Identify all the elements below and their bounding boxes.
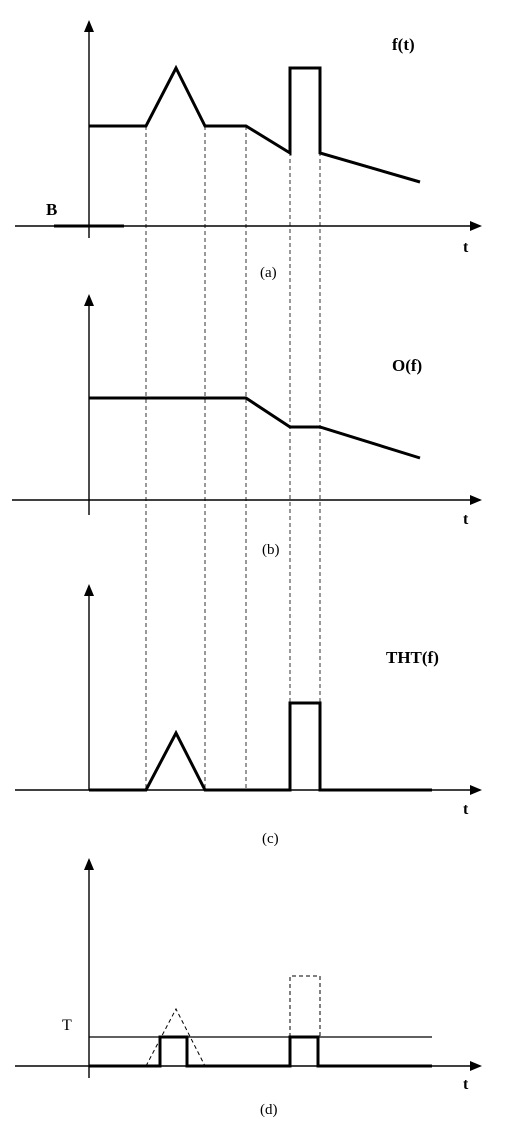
panel-c-signal-curve bbox=[89, 701, 432, 792]
panel-d-axis-label: t bbox=[463, 1076, 469, 1093]
panel-b-axis-label: t bbox=[463, 511, 469, 528]
panel-b-signal-label: O(f) bbox=[392, 356, 422, 375]
panel-d-signal-curve bbox=[89, 1035, 432, 1068]
panel-d-reference-shapes bbox=[145, 975, 321, 1067]
panel-d-dashed-rectangle bbox=[289, 975, 321, 1037]
panel-b: O(f) t (b) bbox=[12, 294, 482, 558]
panel-d: T t (d) bbox=[15, 858, 482, 1118]
panel-a-axis-label: t bbox=[463, 239, 469, 256]
panel-a: f(t) B t (a) bbox=[15, 20, 482, 281]
panel-d-threshold-label: T bbox=[62, 1017, 72, 1034]
panel-a-signal-label: f(t) bbox=[392, 35, 415, 54]
panel-d-dashed-triangle bbox=[145, 1007, 206, 1067]
panel-c-signal-label: THT(f) bbox=[386, 648, 439, 667]
panel-d-caption: (d) bbox=[260, 1102, 278, 1118]
guide-lines bbox=[145, 68, 321, 790]
panel-a-signal-curve bbox=[89, 64, 421, 184]
panel-c-caption: (c) bbox=[262, 831, 279, 847]
panel-b-caption: (b) bbox=[262, 542, 280, 558]
panel-c: THT(f) t (c) bbox=[15, 584, 482, 847]
panel-a-caption: (a) bbox=[260, 265, 277, 281]
panel-a-level-label: B bbox=[46, 200, 57, 219]
panel-b-signal-curve bbox=[89, 396, 421, 460]
panel-c-axis-label: t bbox=[463, 801, 469, 818]
